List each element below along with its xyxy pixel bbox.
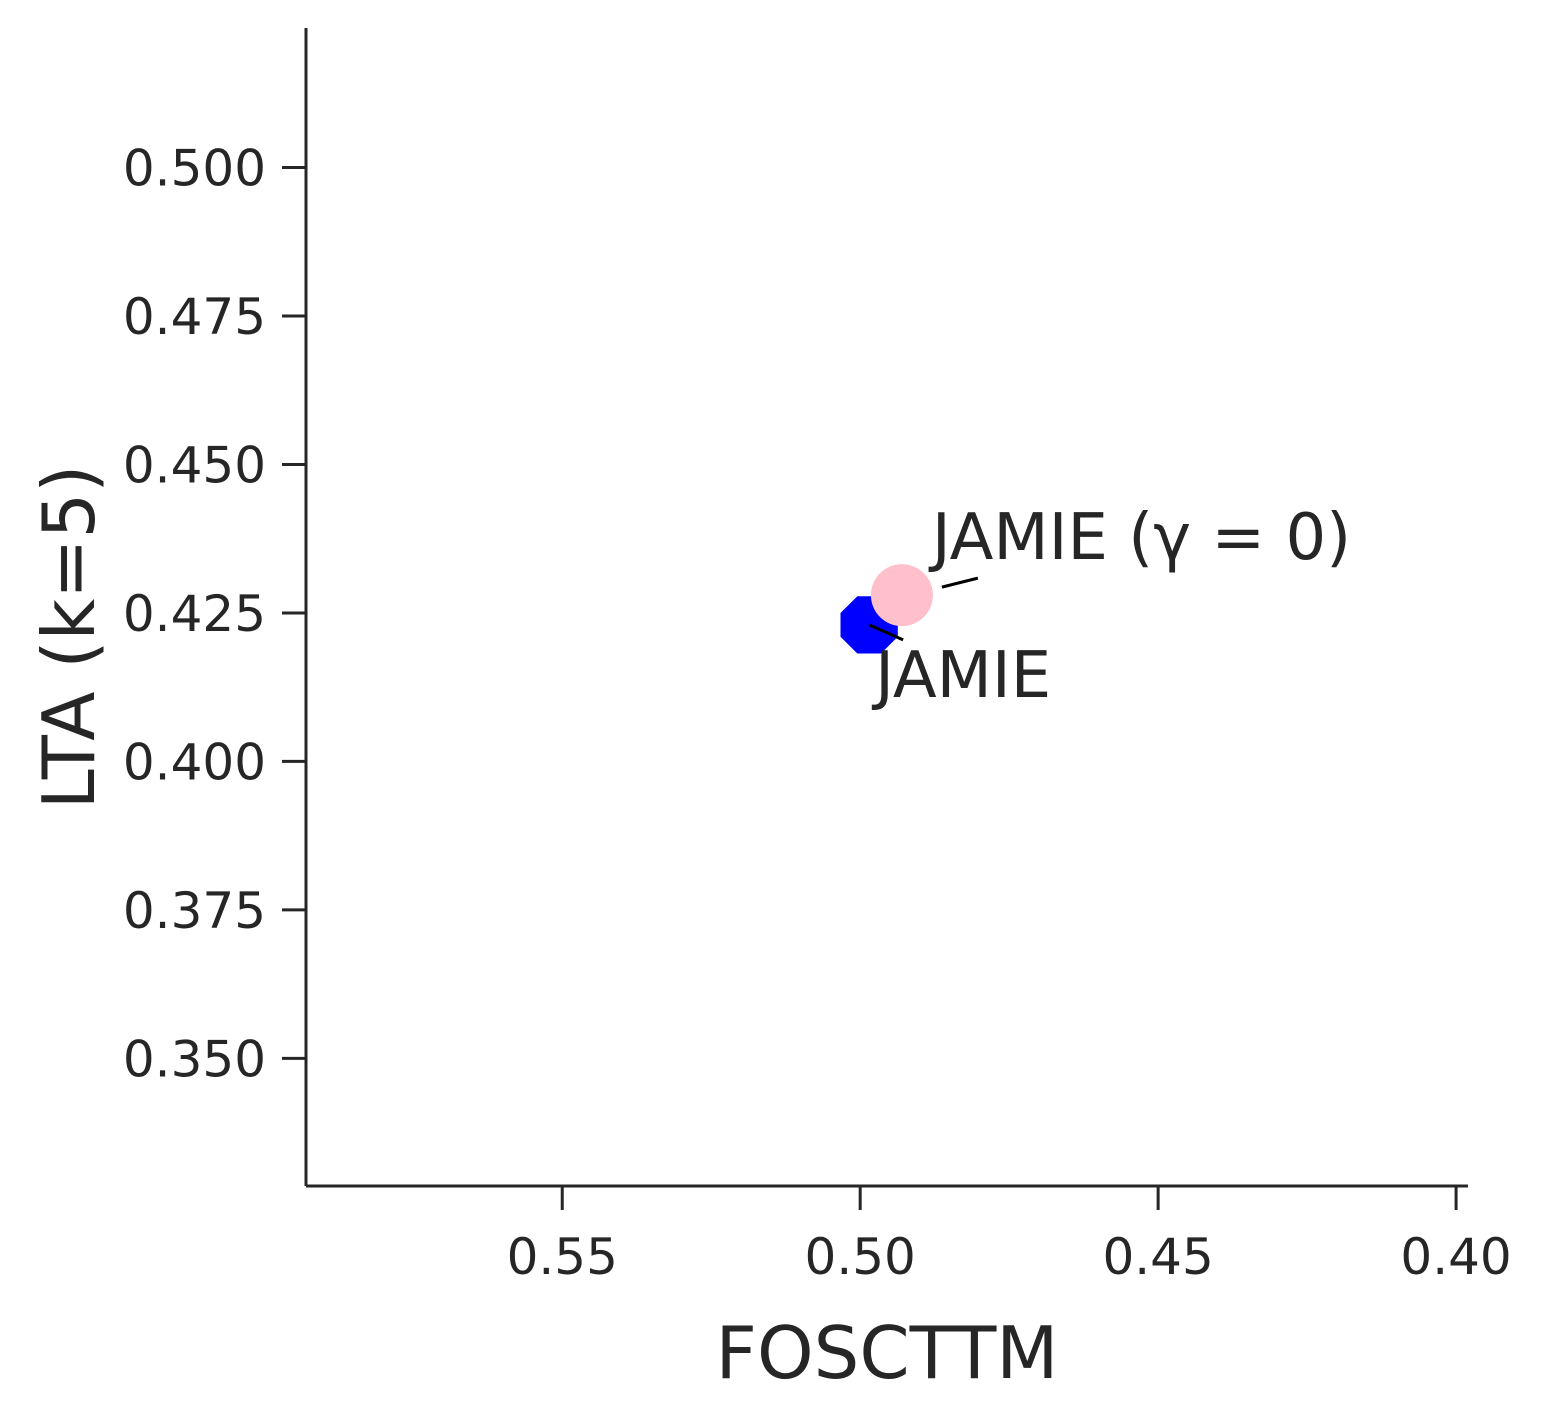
point-label: JAMIE xyxy=(871,639,1051,713)
y-axis-ticks: 0.350 0.375 0.400 0.425 0.450 0.475 0.500 xyxy=(123,140,306,1088)
annotation-leader-line xyxy=(941,576,979,589)
y-tick-label: 0.500 xyxy=(123,140,266,198)
y-tick-label: 0.425 xyxy=(123,585,266,643)
y-tick-label: 0.450 xyxy=(123,436,266,494)
x-tick-label: 0.50 xyxy=(805,1228,916,1286)
y-axis-title: LTA (k=5) xyxy=(27,465,111,810)
y-tick-label: 0.475 xyxy=(123,288,266,346)
x-axis-title: FOSCTTM xyxy=(716,1311,1059,1395)
y-tick-label: 0.375 xyxy=(123,882,266,940)
x-axis-ticks: 0.55 0.50 0.45 0.40 xyxy=(507,1186,1512,1286)
point-label: JAMIE (γ = 0) xyxy=(928,501,1351,575)
y-tick-label: 0.350 xyxy=(123,1030,266,1088)
x-tick-label: 0.55 xyxy=(507,1228,618,1286)
data-point xyxy=(870,564,933,627)
annotation-leader-line xyxy=(868,623,904,642)
x-tick-label: 0.40 xyxy=(1400,1228,1511,1286)
annotations: JAMIE JAMIE (γ = 0) xyxy=(868,501,1351,713)
y-tick-label: 0.400 xyxy=(123,733,266,791)
x-tick-label: 0.45 xyxy=(1102,1228,1213,1286)
